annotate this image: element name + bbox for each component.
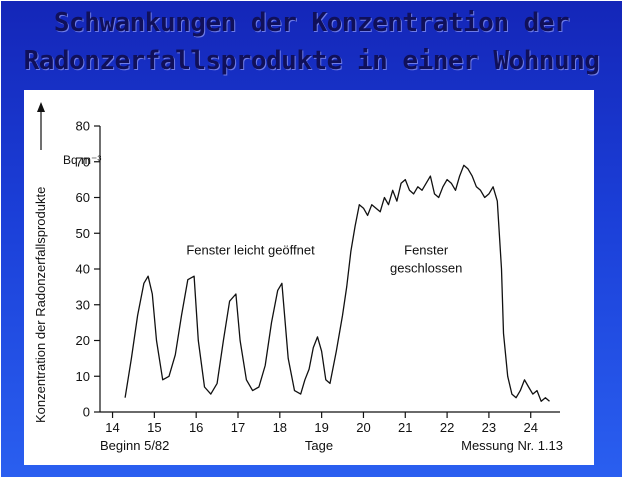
y-label-arrow-head [37,102,45,112]
chart-annotation: geschlossen [390,261,462,276]
x-tick-label: 16 [189,420,203,435]
chart-panel: Konzentration der Radonzerfallsprodukte … [24,90,594,465]
x-tick-label: 24 [523,420,537,435]
y-tick-label: 20 [76,333,90,348]
y-tick-label: 70 [76,154,90,169]
x-tick-label: 15 [147,420,161,435]
y-tick-label: 10 [76,369,90,384]
y-tick-label: 30 [76,297,90,312]
series-line [124,164,550,402]
x-axis-label-left: Beginn 5/82 [100,438,169,453]
x-tick-label: 14 [105,420,119,435]
chart-annotation: Fenster leicht geöffnet [186,243,315,258]
y-tick-label: 0 [83,405,90,420]
x-axis-label-right: Messung Nr. 1.13 [461,438,563,453]
y-tick-label: 40 [76,262,90,277]
x-tick-label: 18 [273,420,287,435]
y-tick-label: 80 [76,119,90,134]
slide-title-line-2: Radonzerfallsprodukte in einer Wohnung [23,46,600,76]
slide-title-line-1: Schwankungen der Konzentration der [53,8,570,38]
line-chart: Konzentration der Radonzerfallsprodukte … [33,102,563,453]
x-tick-label: 19 [314,420,328,435]
x-tick-label: 21 [398,420,412,435]
x-tick-label: 20 [356,420,370,435]
y-tick-label: 50 [76,226,90,241]
chart-annotation: Fenster [404,243,449,258]
x-tick-label: 17 [231,420,245,435]
x-axis-label: Tage [305,438,333,453]
y-tick-label: 60 [76,190,90,205]
slide-title: Schwankungen der Konzentration der Radon… [0,4,623,80]
x-tick-label: 23 [482,420,496,435]
x-tick-label: 22 [440,420,454,435]
y-axis-label: Konzentration der Radonzerfallsprodukte [33,187,48,423]
y-axis-unit: Bq m⁻³ [63,153,101,167]
